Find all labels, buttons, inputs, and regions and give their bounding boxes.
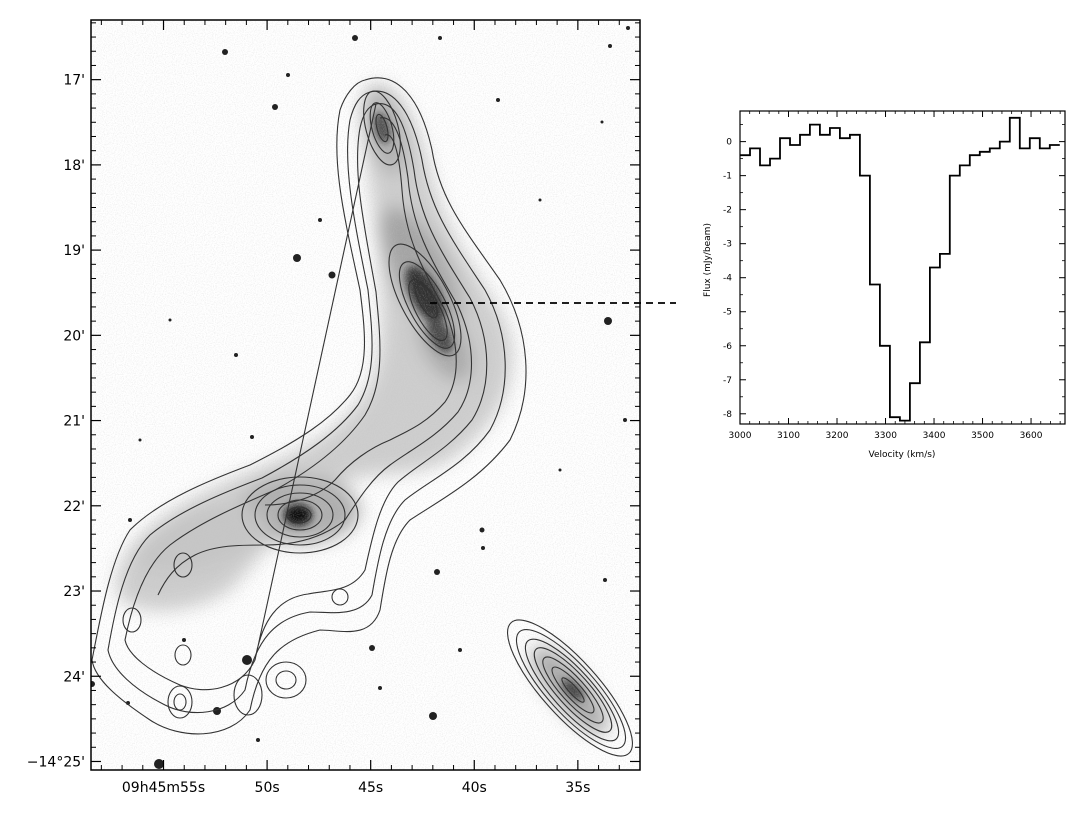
velocity-tick-label: 3300 [874,431,897,441]
dec-tick-label: −14°25' [27,754,85,770]
hi-contours [91,77,634,757]
spectrum-series-line [740,116,1060,422]
flux-tick-label: -7 [723,376,732,386]
ra-tick-label: 09h45m55s [122,780,205,796]
flux-tick-label: -4 [723,274,732,284]
velocity-tick-label: 3500 [971,431,994,441]
dec-tick-label: 21' [63,414,85,430]
dec-tick-label: 20' [63,328,85,344]
flux-tick-label: -2 [723,206,732,216]
spectrum-axis-ticks [739,111,1065,424]
dec-tick-label: 22' [63,499,85,515]
dec-tick-label: 18' [63,158,85,174]
flux-tick-label: -6 [723,342,732,352]
sky-axis-ticks [91,20,641,770]
spectrum-panel: 3000 3100 3200 3300 3400 3500 3600 0 -1 -2 -3 -4 -5 -… [703,110,1066,460]
spectrum-axis-labels: 3000 3100 3200 3300 3400 3500 3600 0 -1 -2 -3 -4 -5 -… [723,138,1043,441]
velocity-tick-label: 3000 [729,431,752,441]
ra-tick-label: 45s [358,780,383,796]
dec-tick-label: 17' [63,73,85,89]
velocity-tick-label: 3200 [826,431,849,441]
sky-panel-frame [90,19,641,771]
velocity-tick-label: 3100 [777,431,800,441]
ra-tick-label: 40s [462,780,487,796]
spectrum-x-axis-title: Velocity (km/s) [869,450,936,460]
velocity-tick-label: 3400 [923,431,946,441]
field-stars [91,26,630,769]
flux-tick-label: 0 [726,138,732,148]
dec-tick-label: 23' [63,584,85,600]
dec-tick-label: 19' [63,243,85,259]
dec-tick-label: 24' [63,669,85,685]
flux-tick-label: -5 [723,308,732,318]
sky-image-panel: 17' 18' 19' 20' 21' 22' 23' 24' −14°25' 09h45m55s… [27,19,641,796]
spectrum-frame [739,110,1066,425]
flux-tick-label: -8 [723,410,732,420]
ra-tick-label: 50s [255,780,280,796]
spectrum-y-axis-title: Flux (mJy/beam) [703,223,713,297]
flux-tick-label: -3 [723,240,732,250]
velocity-tick-label: 3600 [1020,431,1043,441]
sky-axis-labels: 17' 18' 19' 20' 21' 22' 23' 24' −14°25' 09h45m55s… [27,73,591,796]
flux-tick-label: -1 [723,172,732,182]
ra-tick-label: 35s [565,780,590,796]
